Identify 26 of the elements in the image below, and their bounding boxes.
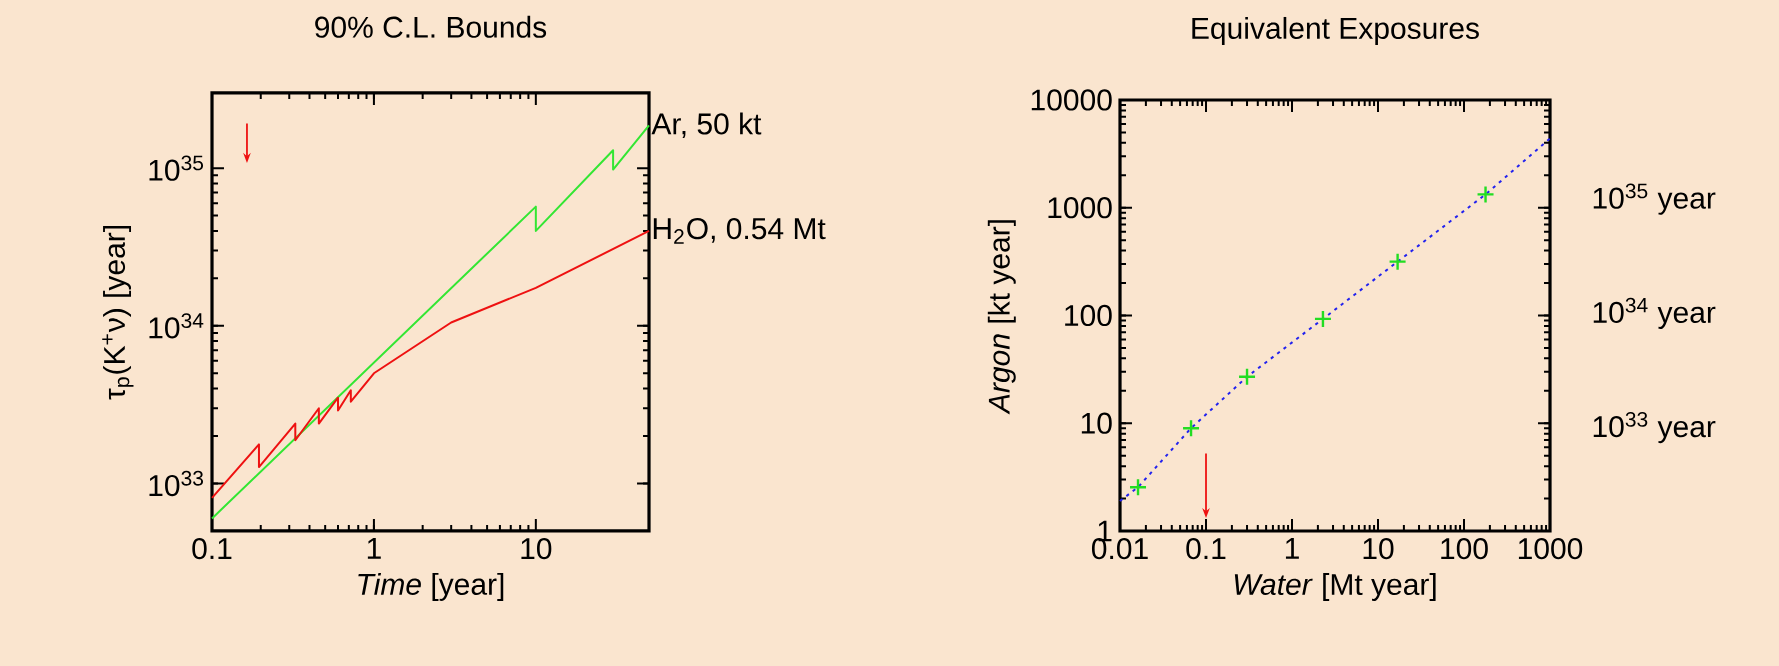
y-tick-label: 10$^{35}$ xyxy=(149,155,204,181)
y-tick-label: 10$^{33}$ xyxy=(149,470,204,497)
y-tick-label: 1000 xyxy=(1048,197,1112,219)
text: 10$^{34}$ year xyxy=(1593,297,1716,329)
chart-title: Equivalent Exposures xyxy=(1192,16,1479,45)
x-tick-label: 10 xyxy=(1363,538,1394,560)
x-tick-label: 0.1 xyxy=(1186,538,1226,560)
x-tick-label: 1 xyxy=(367,538,381,559)
y-axis-title: τ$_{p}$(K$^{+}$ν) [year] xyxy=(102,226,134,400)
y-axis-title: Argon [kt year] xyxy=(987,220,1016,415)
chart-title: 90% C.L. Bounds xyxy=(315,15,547,38)
series-label: H$_{2}$O, 0.54 Mt xyxy=(653,218,826,244)
text: 10$^{35}$ year xyxy=(1593,183,1716,215)
x-tick-label: 0.1 xyxy=(192,537,232,560)
x-axis-title: Time [year] xyxy=(358,572,504,601)
y-tick-label: 10 xyxy=(1081,412,1112,434)
x-tick-label: 100 xyxy=(1441,538,1488,560)
y-tick-label: 100 xyxy=(1065,304,1112,327)
series-label: Ar, 50 kt xyxy=(651,112,762,139)
y-tick-label: 10000 xyxy=(1031,89,1112,111)
x-tick-label: 10 xyxy=(521,537,552,560)
x-axis-title: Water [Mt year] xyxy=(1234,573,1436,601)
text: 10$^{33}$ year xyxy=(1593,411,1716,444)
y-tick-label: 10$^{34}$ xyxy=(149,313,204,339)
x-tick-label: 1000 xyxy=(1518,538,1583,560)
x-tick-label: 1 xyxy=(1285,538,1299,559)
